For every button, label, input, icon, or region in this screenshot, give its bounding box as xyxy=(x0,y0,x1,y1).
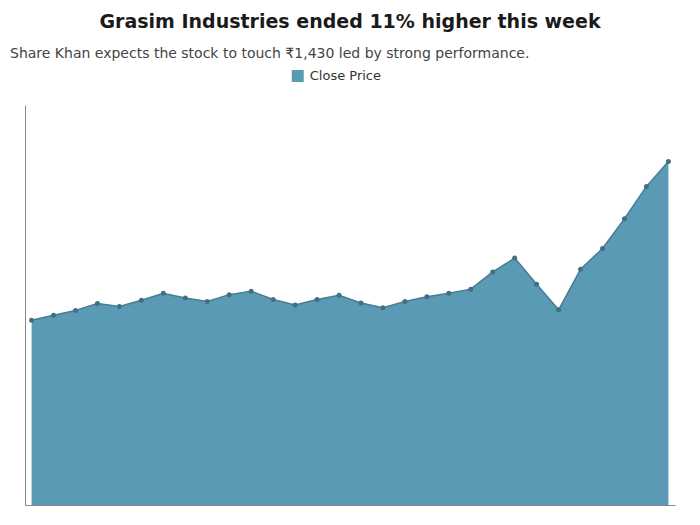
marker xyxy=(73,308,78,313)
marker xyxy=(622,216,627,221)
markers xyxy=(29,159,671,323)
marker xyxy=(446,291,451,296)
marker xyxy=(512,256,517,261)
marker xyxy=(117,304,122,309)
chart: Grasim Industries ended 11% higher this … xyxy=(0,0,700,525)
marker xyxy=(556,307,561,312)
legend-item: Close Price xyxy=(292,68,381,83)
marker xyxy=(337,293,342,298)
marker xyxy=(183,296,188,301)
marker xyxy=(29,318,34,323)
marker xyxy=(51,313,56,318)
marker xyxy=(402,299,407,304)
x-axis-line xyxy=(26,505,676,506)
legend-swatch xyxy=(292,70,304,82)
marker xyxy=(315,297,320,302)
marker xyxy=(249,289,254,294)
marker xyxy=(424,294,429,299)
area xyxy=(32,162,669,505)
marker xyxy=(358,300,363,305)
plot xyxy=(26,106,676,506)
marker xyxy=(380,305,385,310)
marker xyxy=(534,282,539,287)
legend: Close Price xyxy=(292,68,381,83)
line xyxy=(32,162,669,321)
marker xyxy=(95,301,100,306)
y-axis xyxy=(25,106,26,506)
marker xyxy=(600,246,605,251)
marker xyxy=(161,291,166,296)
title: Grasim Industries ended 11% higher this … xyxy=(99,10,600,32)
marker xyxy=(578,267,583,272)
marker xyxy=(666,159,671,164)
subtitle: Share Khan expects the stock to touch ₹1… xyxy=(10,45,529,61)
marker xyxy=(468,287,473,292)
marks xyxy=(29,159,671,505)
legend-label: Close Price xyxy=(310,68,381,83)
marker xyxy=(205,299,210,304)
marker xyxy=(227,292,232,297)
marker xyxy=(293,303,298,308)
marker xyxy=(644,184,649,189)
y-axis-line xyxy=(25,106,26,506)
x-axis xyxy=(26,505,676,506)
marker xyxy=(490,269,495,274)
marker xyxy=(271,297,276,302)
marker xyxy=(139,298,144,303)
